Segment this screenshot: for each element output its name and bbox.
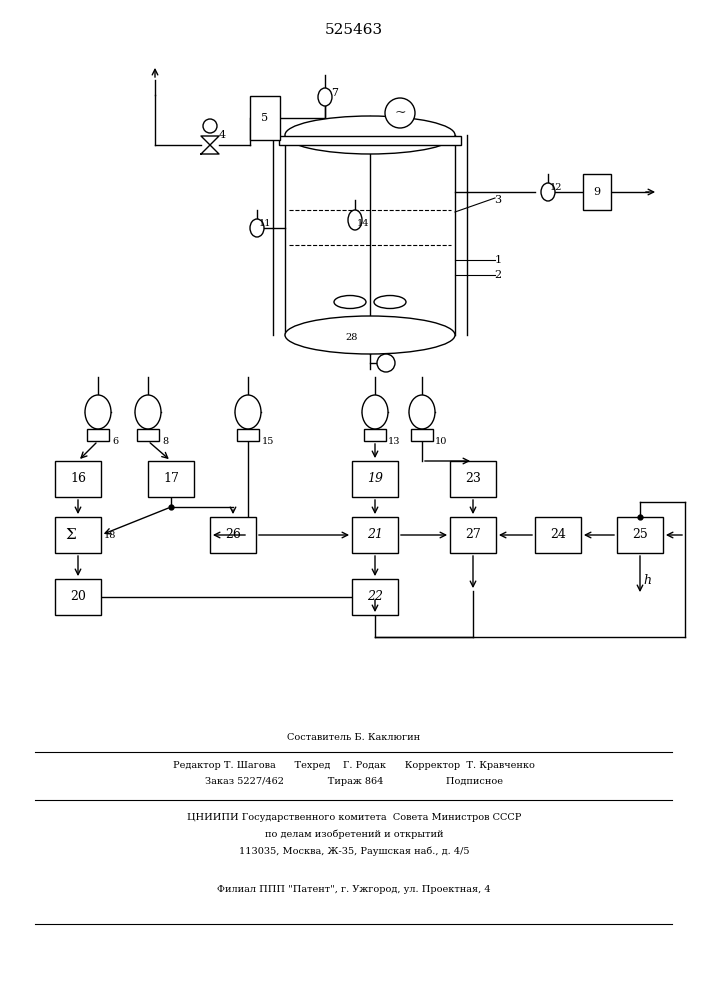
Text: Филиал ППП "Патент", г. Ужгород, ул. Проектная, 4: Филиал ППП "Патент", г. Ужгород, ул. Про…	[217, 886, 491, 894]
Bar	[279, 136, 461, 145]
Bar	[450, 461, 496, 497]
Text: 22: 22	[367, 590, 383, 603]
Bar	[55, 461, 101, 497]
Ellipse shape	[362, 395, 388, 429]
Text: 23: 23	[465, 473, 481, 486]
Bar	[87, 429, 109, 441]
Ellipse shape	[250, 219, 264, 237]
Ellipse shape	[285, 316, 455, 354]
Text: 14: 14	[357, 219, 369, 228]
Bar	[352, 579, 398, 615]
Text: Σ: Σ	[66, 528, 76, 542]
Text: 16: 16	[70, 473, 86, 486]
Text: по делам изобретений и открытий: по делам изобретений и открытий	[264, 829, 443, 839]
Text: 6: 6	[112, 436, 118, 446]
Text: 21: 21	[367, 528, 383, 542]
Ellipse shape	[377, 354, 395, 372]
Bar	[535, 517, 581, 553]
Text: 10: 10	[435, 436, 448, 446]
Ellipse shape	[374, 296, 406, 308]
Ellipse shape	[385, 98, 415, 128]
Text: Заказ 5227/462              Тираж 864                    Подписное: Заказ 5227/462 Тираж 864 Подписное	[205, 778, 503, 786]
Text: h: h	[643, 574, 651, 587]
Text: 26: 26	[225, 528, 241, 542]
Text: 18: 18	[104, 530, 117, 540]
Ellipse shape	[285, 116, 455, 154]
Text: ЦНИИПИ Государственного комитета  Совета Министров СССР: ЦНИИПИ Государственного комитета Совета …	[187, 814, 521, 822]
Bar	[617, 517, 663, 553]
Ellipse shape	[334, 296, 366, 308]
Text: 2: 2	[494, 270, 501, 280]
Bar	[250, 96, 280, 140]
Text: 113035, Москва, Ж-35, Раушская наб., д. 4/5: 113035, Москва, Ж-35, Раушская наб., д. …	[239, 846, 469, 856]
Text: 17: 17	[163, 473, 179, 486]
Bar	[352, 517, 398, 553]
Bar	[583, 174, 611, 210]
Text: 27: 27	[465, 528, 481, 542]
Ellipse shape	[85, 395, 111, 429]
Bar	[450, 517, 496, 553]
Bar	[411, 429, 433, 441]
Ellipse shape	[135, 395, 161, 429]
Ellipse shape	[318, 88, 332, 106]
Text: 12: 12	[550, 184, 562, 192]
Bar	[364, 429, 386, 441]
Bar	[352, 461, 398, 497]
Ellipse shape	[203, 119, 217, 133]
Text: 15: 15	[262, 436, 274, 446]
Text: Редактор Т. Шагова      Техред    Г. Родак      Корректор  Т. Кравченко: Редактор Т. Шагова Техред Г. Родак Корре…	[173, 762, 535, 770]
Bar	[210, 517, 256, 553]
Text: 25: 25	[632, 528, 648, 542]
Bar	[55, 517, 101, 553]
Bar	[237, 429, 259, 441]
Text: 7: 7	[332, 88, 339, 98]
Text: ~: ~	[395, 106, 406, 120]
Text: 24: 24	[550, 528, 566, 542]
Ellipse shape	[348, 210, 362, 230]
Text: 28: 28	[346, 332, 358, 342]
Text: 4: 4	[218, 130, 226, 140]
Text: 5: 5	[262, 113, 269, 123]
Text: 11: 11	[259, 220, 271, 229]
Text: 20: 20	[70, 590, 86, 603]
Bar	[137, 429, 159, 441]
Text: 1: 1	[494, 255, 501, 265]
Text: 8: 8	[162, 436, 168, 446]
Text: 525463: 525463	[325, 23, 383, 37]
Text: 19: 19	[367, 473, 383, 486]
Text: Составитель Б. Каклюгин: Составитель Б. Каклюгин	[288, 734, 421, 742]
Bar	[55, 579, 101, 615]
Text: 3: 3	[494, 195, 501, 205]
Text: 13: 13	[388, 436, 400, 446]
Ellipse shape	[409, 395, 435, 429]
Text: 9: 9	[593, 187, 600, 197]
Ellipse shape	[235, 395, 261, 429]
Bar	[148, 461, 194, 497]
Ellipse shape	[541, 183, 555, 201]
